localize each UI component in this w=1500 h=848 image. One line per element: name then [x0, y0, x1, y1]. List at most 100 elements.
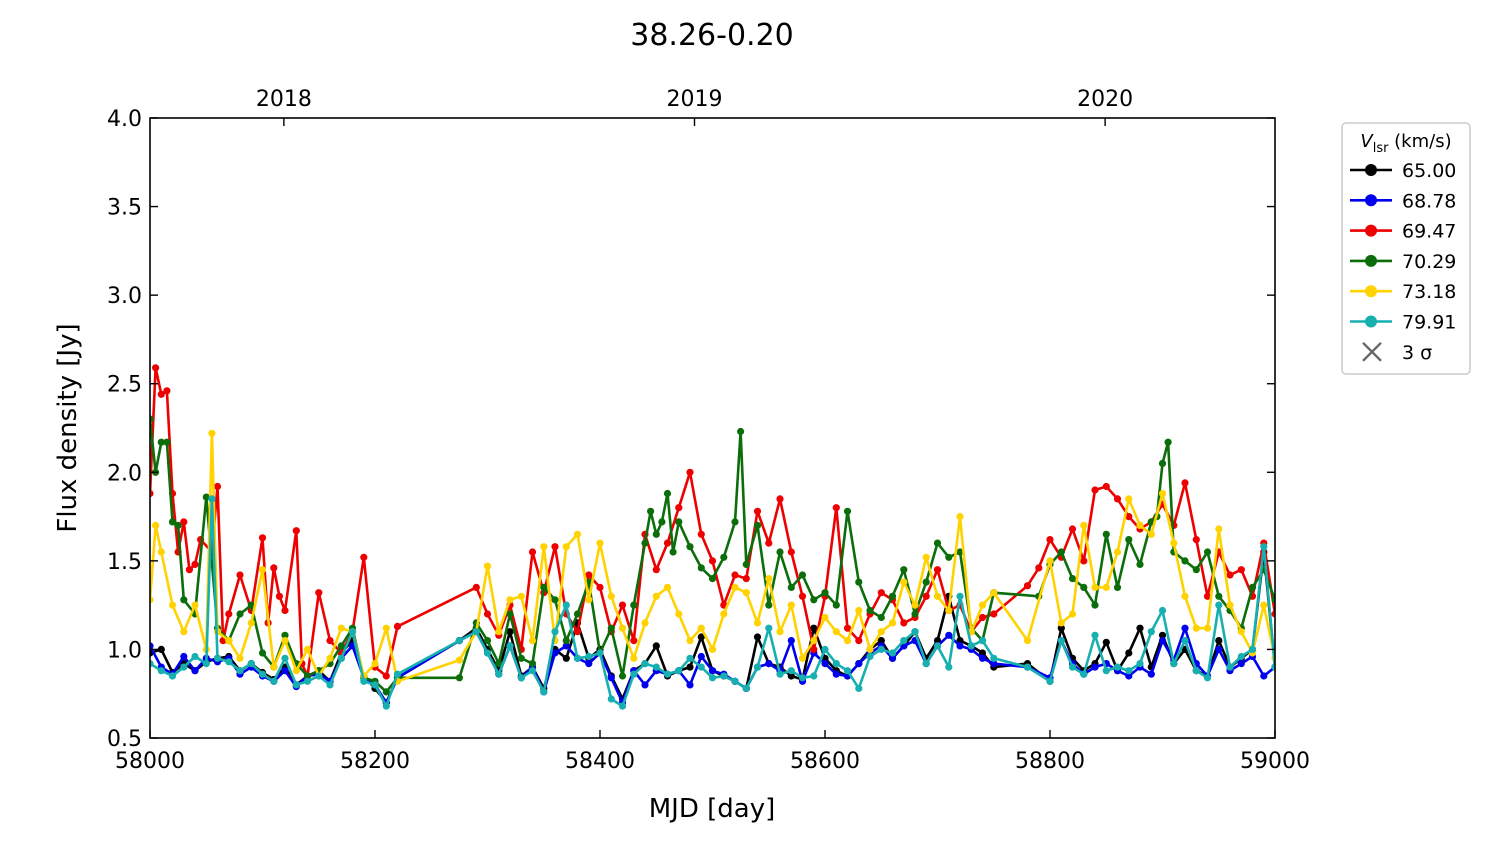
- data-point-2-25: [326, 637, 334, 645]
- data-point-4-63: [888, 619, 897, 627]
- data-point-5-68: [956, 592, 964, 600]
- data-point-1-89: [1237, 660, 1245, 668]
- data-point-3-57: [765, 601, 773, 609]
- data-point-2-14: [236, 571, 244, 579]
- data-point-5-55: [810, 672, 818, 680]
- data-point-5-59: [855, 684, 863, 693]
- data-point-4-57: [821, 613, 829, 622]
- data-point-4-54: [787, 601, 795, 609]
- data-point-5-43: [675, 667, 683, 675]
- data-point-4-84: [1158, 489, 1167, 498]
- data-point-3-58: [776, 548, 784, 556]
- data-point-4-18: [326, 654, 334, 662]
- data-point-4-14: [281, 637, 289, 645]
- data-point-4-48: [720, 610, 728, 618]
- data-point-5-50: [753, 663, 762, 671]
- legend-title-v: V: [1360, 131, 1374, 152]
- data-point-3-80: [1057, 548, 1065, 556]
- data-point-5-66: [933, 642, 942, 650]
- data-point-1-91: [1260, 672, 1268, 680]
- data-point-2-86: [1102, 482, 1110, 491]
- data-point-1-31: [551, 649, 559, 657]
- data-point-3-68: [888, 592, 897, 600]
- data-point-4-30: [517, 592, 525, 600]
- data-point-4-58: [832, 628, 840, 636]
- data-point-5-46: [708, 674, 717, 682]
- plot-frame: [149, 117, 1276, 739]
- data-point-2-80: [1035, 564, 1043, 572]
- legend-marker-1: [1365, 194, 1377, 207]
- data-point-5-87: [1203, 674, 1212, 682]
- data-point-3-73: [945, 553, 953, 561]
- legend-label-5: 79.91: [1402, 312, 1456, 334]
- data-point-1-82: [1158, 637, 1167, 645]
- data-point-0-69: [978, 649, 987, 657]
- data-point-0-1: [157, 645, 165, 654]
- data-point-0-52: [787, 672, 795, 680]
- data-point-5-84: [1170, 660, 1178, 668]
- data-point-2-2: [157, 390, 165, 398]
- data-point-5-44: [686, 654, 694, 662]
- data-point-3-29: [495, 660, 503, 668]
- data-point-5-3: [180, 663, 188, 671]
- data-point-3-39: [607, 624, 615, 632]
- data-point-5-93: [1271, 663, 1275, 671]
- data-point-5-67: [945, 663, 953, 671]
- data-point-5-61: [877, 645, 885, 654]
- data-point-2-81: [1046, 536, 1054, 544]
- data-point-3-74: [956, 548, 964, 556]
- data-point-5-12: [270, 677, 278, 685]
- data-point-5-58: [843, 667, 852, 675]
- data-point-4-44: [675, 610, 683, 618]
- top-tick-label-0: 2018: [256, 87, 312, 112]
- data-point-2-72: [922, 592, 930, 600]
- y-tick-label-2: 1.5: [107, 550, 142, 575]
- data-point-2-73: [933, 566, 942, 574]
- data-point-3-59: [787, 583, 795, 592]
- data-point-5-15: [303, 677, 312, 685]
- data-point-4-73: [1023, 637, 1032, 645]
- data-point-4-87: [1192, 624, 1200, 632]
- data-point-2-79: [1023, 582, 1032, 590]
- data-point-0-27: [506, 628, 514, 636]
- data-point-3-34: [551, 596, 559, 604]
- data-point-4-56: [810, 637, 818, 645]
- data-point-5-2: [168, 672, 177, 680]
- data-point-4-12: [258, 566, 267, 574]
- data-point-5-86: [1192, 667, 1200, 675]
- data-point-2-32: [472, 583, 480, 592]
- data-point-5-20: [360, 677, 368, 685]
- legend: Vlsr (km/s) 65.00 68.78 69.47 70.29 73.18 79.9…: [1341, 122, 1471, 375]
- data-point-2-93: [1181, 479, 1189, 487]
- legend-label-3: 70.29: [1402, 251, 1456, 273]
- legend-label-4: 73.18: [1402, 281, 1456, 303]
- data-point-1-34: [585, 660, 593, 668]
- data-point-5-64: [911, 628, 919, 636]
- data-point-4-79: [1102, 583, 1110, 592]
- data-point-3-86: [1125, 536, 1133, 544]
- y-tick-label-5: 3.0: [107, 284, 142, 309]
- data-point-3-85: [1113, 583, 1122, 592]
- data-point-3-55: [742, 560, 750, 569]
- data-point-3-45: [658, 518, 666, 526]
- data-point-3-8: [202, 493, 210, 501]
- data-point-4-4: [180, 628, 188, 636]
- data-point-5-32: [551, 628, 559, 636]
- data-point-2-95: [1203, 592, 1212, 600]
- data-point-4-11: [247, 619, 255, 627]
- data-point-4-50: [742, 589, 750, 597]
- data-point-4-3: [168, 601, 177, 609]
- data-point-5-82: [1147, 628, 1155, 636]
- data-point-1-52: [787, 637, 795, 645]
- data-point-2-1: [152, 364, 160, 372]
- data-point-3-95: [1203, 548, 1212, 556]
- data-point-4-62: [877, 628, 885, 636]
- data-point-2-24: [315, 589, 323, 597]
- data-point-5-36: [596, 649, 604, 657]
- data-point-4-41: [641, 619, 649, 627]
- data-point-5-51: [765, 624, 773, 632]
- data-point-2-70: [900, 619, 908, 627]
- data-point-5-28: [506, 642, 514, 650]
